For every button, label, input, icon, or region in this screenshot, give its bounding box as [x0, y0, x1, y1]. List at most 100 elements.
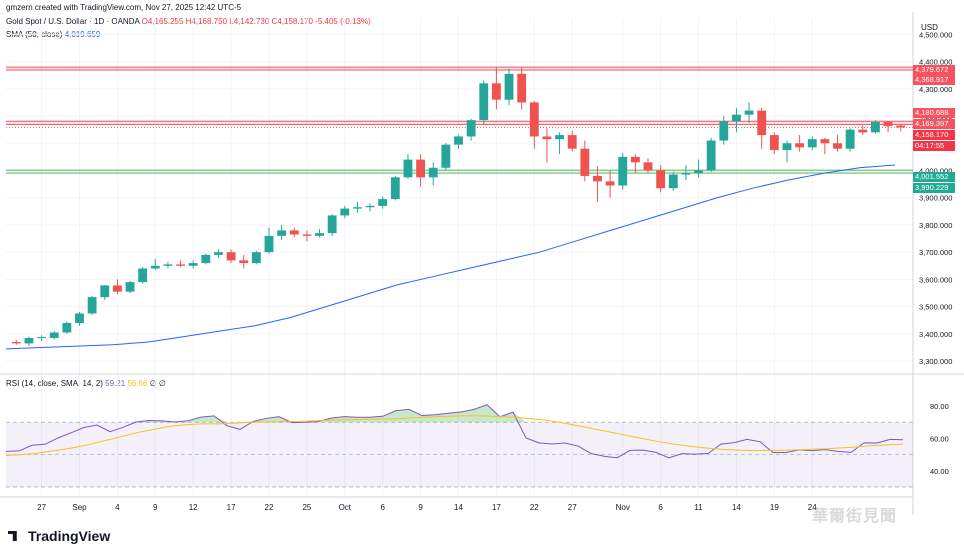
candle	[567, 131, 577, 152]
candle-body	[441, 144, 451, 168]
candle-body	[580, 148, 590, 176]
candle-body	[883, 122, 893, 127]
price-tick-label: 3,800.000	[919, 221, 952, 230]
rsi-sma-value: 56.66	[127, 379, 148, 388]
time-tick-label: 17	[227, 503, 236, 512]
candle	[214, 249, 223, 258]
candle	[264, 227, 274, 254]
candle	[769, 132, 779, 155]
candle-body	[744, 110, 754, 115]
candle-body	[769, 135, 779, 151]
candle	[201, 253, 211, 265]
candle	[732, 107, 741, 133]
candle	[719, 116, 729, 145]
candle	[125, 280, 135, 294]
candle-body	[150, 265, 160, 269]
rsi-extra: ∅ ∅	[149, 379, 166, 388]
candle-body	[618, 156, 628, 186]
candle	[618, 152, 628, 190]
candle	[62, 321, 72, 334]
candle	[353, 201, 362, 213]
candle	[479, 80, 489, 125]
candle-body	[845, 129, 855, 149]
candle-body	[302, 234, 312, 236]
candle	[112, 279, 122, 295]
candle-body	[732, 114, 741, 122]
candle-body	[11, 342, 21, 344]
symbol-name: Gold Spot / U.S. Dollar · 1D · OANDA	[6, 17, 140, 26]
candle	[883, 121, 893, 133]
candle-body	[593, 175, 602, 182]
candle-body	[833, 143, 842, 149]
candle	[681, 165, 691, 181]
candle	[378, 196, 388, 209]
candle-body	[517, 73, 527, 103]
time-tick-label: 27	[37, 503, 46, 512]
candle-body	[681, 173, 691, 175]
logo-text: TradingView	[28, 528, 111, 544]
candle-body	[353, 207, 362, 209]
candle-body	[896, 125, 906, 128]
candle	[605, 170, 615, 198]
candle	[668, 171, 678, 191]
candle	[49, 331, 59, 340]
candle	[403, 154, 413, 179]
candle-body	[24, 337, 34, 344]
candle	[454, 135, 463, 149]
candle-body	[454, 136, 463, 145]
candle-body	[706, 140, 716, 171]
rsi-legend[interactable]: RSI (14, close, SMA, 14, 2) 59.21 56.66 …	[6, 379, 166, 388]
rsi-overbought-fill	[6, 404, 903, 423]
tradingview-logo[interactable]: TradingView	[8, 528, 110, 544]
candle-body	[668, 174, 678, 189]
candle	[504, 68, 514, 106]
candle	[744, 102, 754, 123]
candle-body	[428, 167, 438, 178]
candle-body	[466, 120, 476, 137]
candle	[795, 135, 805, 152]
candle	[529, 101, 539, 149]
candle-body	[795, 143, 805, 148]
time-tick-label: Sep	[72, 503, 87, 512]
time-tick-label: 27	[568, 503, 577, 512]
candle	[782, 140, 792, 163]
ohlc-change: -5.405 (-0.13%)	[315, 17, 371, 26]
time-tick-label: 6	[380, 503, 385, 512]
time-tick-label: Nov	[616, 503, 630, 512]
candle-body	[365, 205, 375, 208]
ohlc-high: H4,168.750	[185, 17, 228, 26]
candle	[466, 118, 476, 141]
candle-body	[782, 143, 792, 151]
candle	[845, 128, 855, 152]
ohlc-low: L4,142.730	[229, 17, 270, 26]
candle-body	[289, 230, 299, 235]
candle	[315, 229, 324, 238]
watermark-text: 華爾街見聞	[812, 508, 898, 525]
symbol-legend[interactable]: Gold Spot / U.S. Dollar · 1D · OANDA O4,…	[6, 17, 371, 26]
candle-body	[403, 159, 413, 178]
candle	[365, 203, 375, 212]
rsi-value: 59.21	[105, 379, 126, 388]
candle	[277, 224, 287, 240]
time-tick-label: 6	[658, 503, 663, 512]
price-tick-label: 3,400.000	[919, 330, 952, 339]
candle	[820, 137, 830, 155]
candle-body	[542, 136, 552, 140]
candle	[542, 128, 552, 163]
candle	[37, 335, 47, 341]
candle-body	[807, 139, 817, 148]
candle-body	[757, 110, 767, 136]
candle	[630, 154, 640, 174]
candle-body	[214, 252, 223, 255]
attribution-text: gmzern created with TradingView.com, Nov…	[6, 3, 242, 12]
candle-body	[694, 170, 703, 174]
candle	[302, 230, 312, 242]
price-tick-label: 3,500.000	[919, 303, 952, 312]
currency-label[interactable]: USD	[921, 23, 938, 32]
candle	[100, 284, 110, 300]
rsi-line	[5, 404, 904, 459]
candle	[896, 124, 906, 132]
candle-body	[315, 233, 324, 236]
candle-body	[340, 208, 350, 216]
